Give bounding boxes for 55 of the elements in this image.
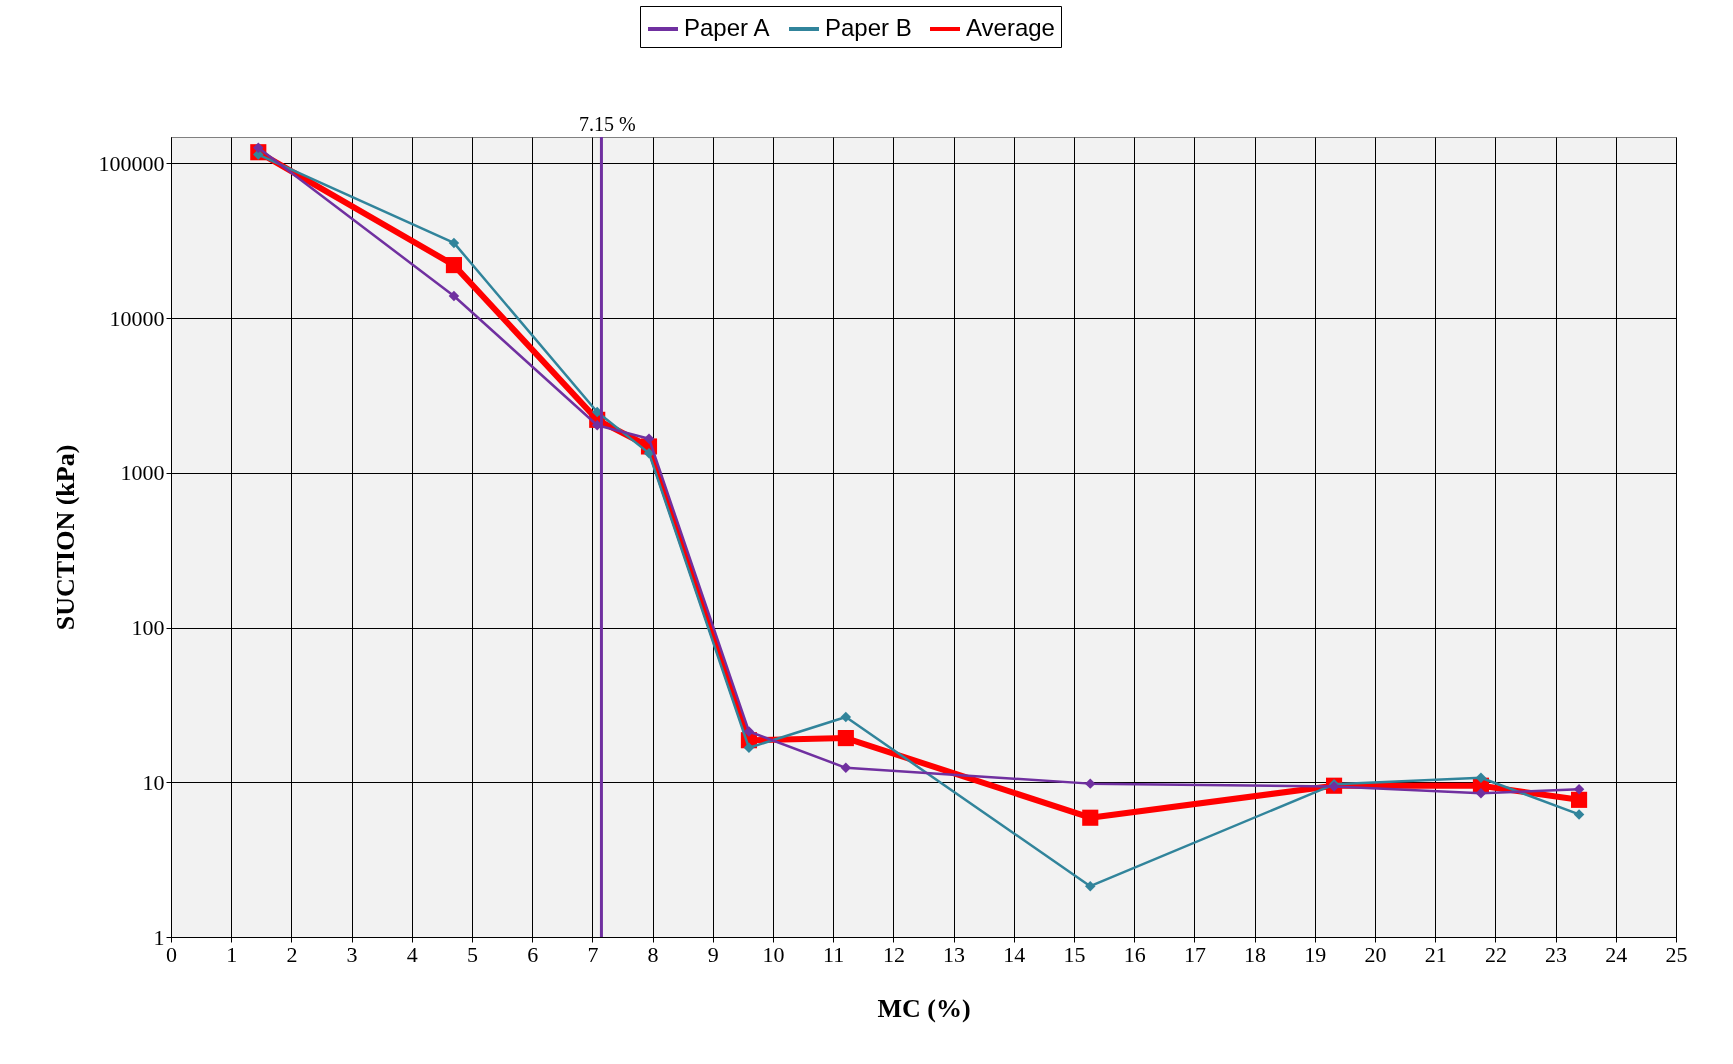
legend-label: Paper B [825, 14, 912, 41]
point [1573, 809, 1585, 820]
x-tick-label: 21 [1424, 941, 1447, 967]
y-tick-label: 10 [142, 769, 165, 795]
y-tick-label: 1 [153, 924, 165, 950]
x-tick-label: 1 [226, 941, 238, 967]
x-tick-label: 17 [1183, 941, 1206, 967]
y-tick-label: 1000 [120, 460, 165, 486]
x-tick-label: 22 [1484, 941, 1507, 967]
x-tick-label: 13 [943, 941, 966, 967]
ref-line-label: 7.15 % [579, 113, 636, 135]
x-tick-label: 3 [346, 941, 358, 967]
x-tick-label: 10 [762, 941, 785, 967]
x-tick-label: 7 [587, 941, 599, 967]
x-tick-label: 18 [1244, 941, 1267, 967]
x-tick-label: 14 [1003, 941, 1026, 967]
point [743, 726, 755, 737]
x-tick-label: 20 [1364, 941, 1387, 967]
y-tick-label: 100000 [98, 150, 165, 176]
x-tick-label: 15 [1063, 941, 1086, 967]
x-tick-label: 19 [1304, 941, 1327, 967]
x-tick-label: 24 [1605, 941, 1628, 967]
point [1475, 787, 1487, 799]
point [445, 257, 462, 274]
point [840, 762, 852, 774]
x-tick-label: 4 [406, 941, 418, 967]
legend-label: Paper A [684, 14, 770, 41]
x-tick-label: 2 [286, 941, 298, 967]
x-tick-label: 25 [1665, 941, 1688, 967]
y-axis-title: SUCTION (kPa) [50, 444, 80, 631]
x-tick-label: 11 [823, 941, 845, 967]
point [643, 433, 655, 444]
point [1085, 778, 1096, 789]
legend-label: Average [966, 14, 1055, 41]
point [1085, 880, 1096, 892]
point [1571, 791, 1588, 808]
x-tick-label: 8 [647, 941, 659, 967]
x-axis-title: MC (%) [877, 993, 971, 1023]
point [743, 742, 755, 754]
x-tick-label: 0 [166, 941, 177, 967]
x-tick-label: 16 [1123, 941, 1146, 967]
x-tick-label: 12 [882, 941, 905, 967]
point [837, 730, 854, 747]
x-tick-label: 5 [467, 941, 478, 967]
x-tick-label: 9 [707, 941, 719, 967]
point [1475, 772, 1487, 783]
point [448, 290, 460, 302]
point [1082, 809, 1099, 826]
y-tick-label: 10000 [109, 305, 165, 331]
x-tick-label: 6 [527, 941, 539, 967]
point [840, 711, 852, 723]
y-tick-label: 100 [131, 615, 165, 641]
x-tick-label: 23 [1545, 941, 1568, 967]
point [448, 237, 460, 249]
point [1573, 784, 1585, 795]
